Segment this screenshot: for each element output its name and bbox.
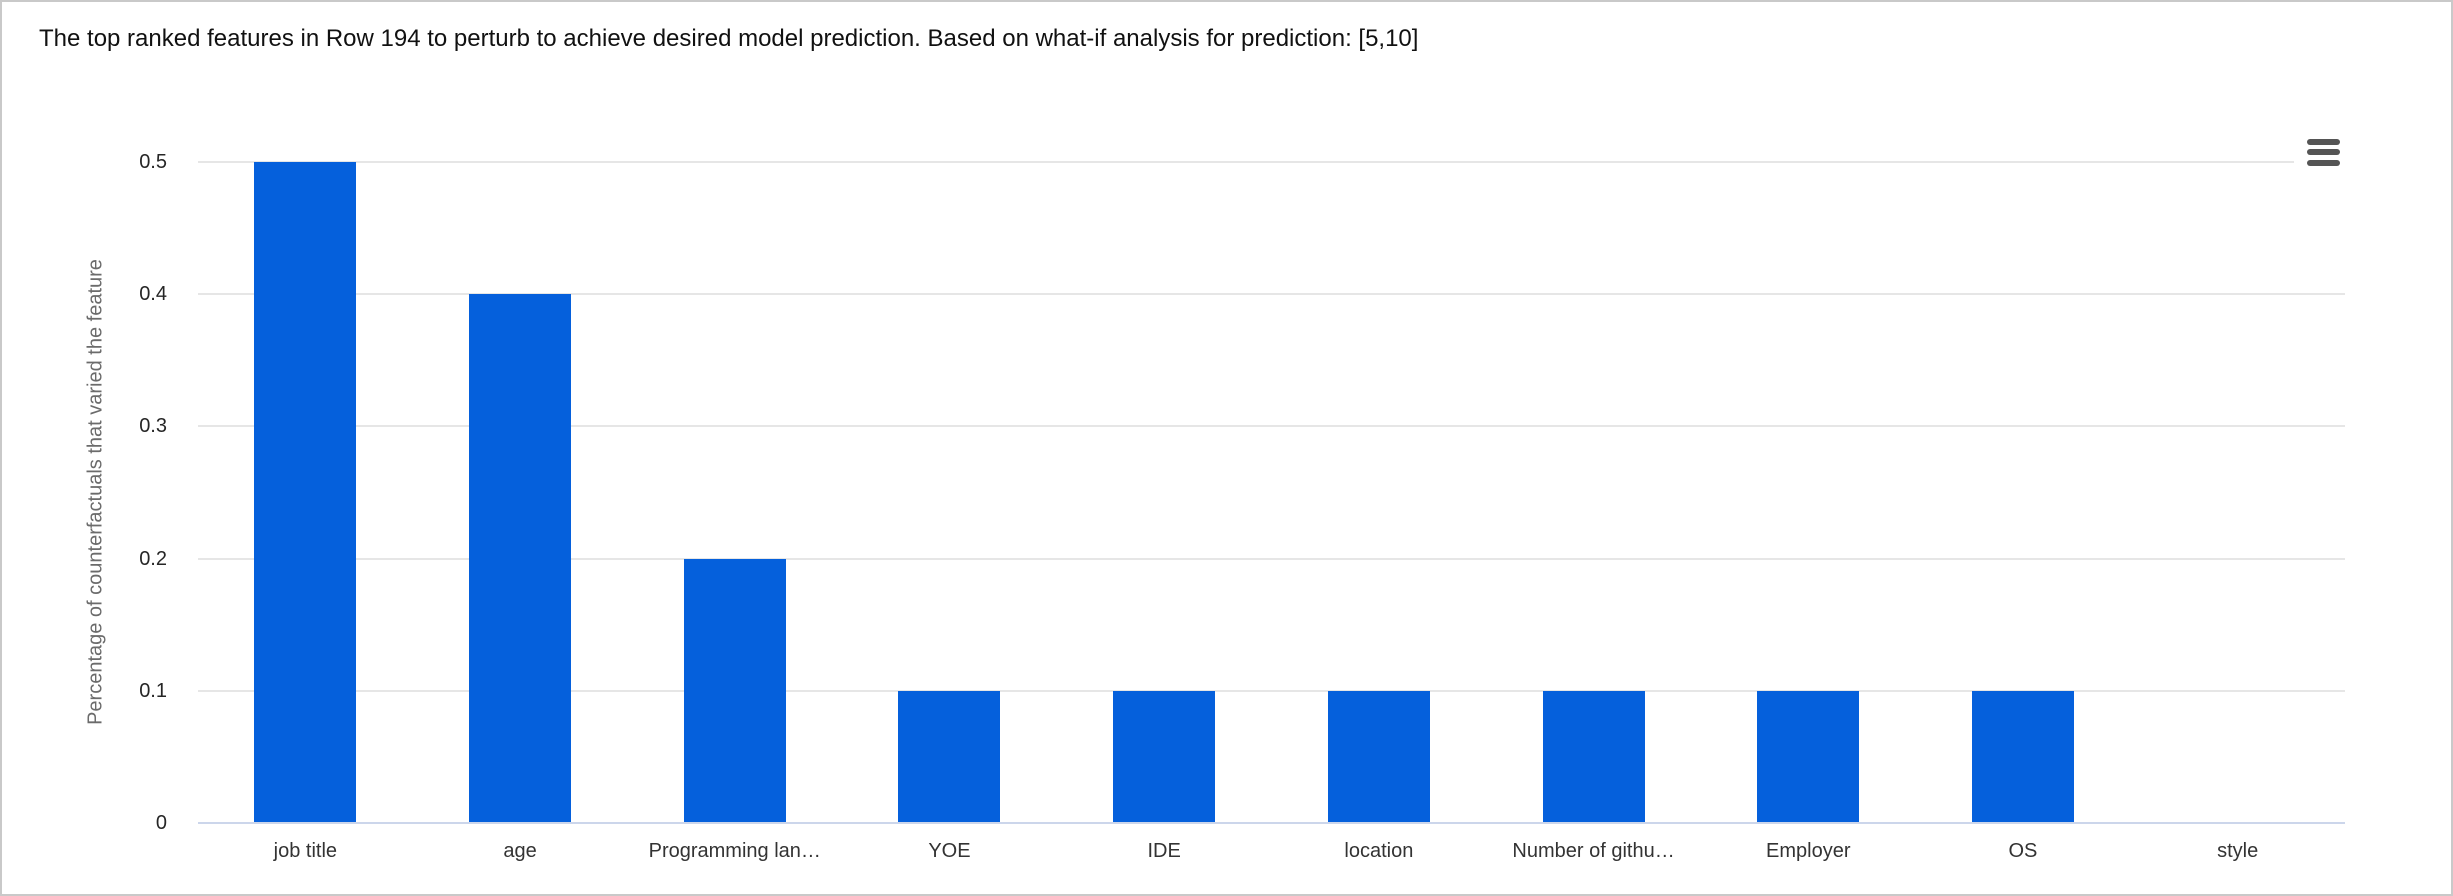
chart-context-menu-button[interactable] [2294,128,2352,176]
bar-os[interactable] [1971,690,2074,823]
y-axis-tick-labels: 0 0.1 0.2 0.3 0.4 0.5 [2,151,167,834]
bar-employer[interactable] [1757,690,1860,823]
x-axis-category-label: Number of githu… [1512,840,1675,862]
gridline [198,425,2345,428]
chart-title: The top ranked features in Row 194 to pe… [39,25,1419,52]
x-axis-category-label: Programming lan… [648,840,821,862]
x-axis-category-label: style [2217,840,2259,862]
x-axis-category-labels: job title age Programming lan… YOE IDE locati… [198,838,2345,868]
bar-programming-lan-[interactable] [683,558,786,823]
y-axis-tick-label: 0.3 [139,415,167,438]
gridline [198,557,2345,560]
y-axis-tick-label: 0.1 [139,679,167,702]
x-axis-category-label: job title [273,840,338,862]
x-axis-line [198,822,2345,824]
bar-age[interactable] [469,294,572,823]
bar-number-of-githu-[interactable] [1542,690,1645,823]
y-axis-tick-label: 0.5 [139,151,167,173]
hamburger-menu-icon [2306,138,2340,166]
y-axis-tick-label: 0.2 [139,547,167,570]
y-axis-tick-label: 0 [155,812,167,834]
bar-yoe[interactable] [898,690,1001,823]
x-axis-category-label: age [503,840,537,862]
bar-job-title[interactable] [254,162,357,823]
x-axis-category-label: OS [2008,840,2038,862]
gridline [198,293,2345,296]
y-axis-tick-label: 0.4 [139,283,167,306]
bar-ide[interactable] [1113,690,1216,823]
plot-area [198,161,2345,824]
gridline [198,689,2345,692]
x-axis-category-label: YOE [928,840,971,862]
x-axis-category-label: IDE [1147,840,1181,862]
x-axis-category-label: location [1344,840,1414,862]
x-axis-category-label: Employer [1766,840,1851,862]
bar-location[interactable] [1327,690,1430,823]
gridline [198,161,2345,163]
